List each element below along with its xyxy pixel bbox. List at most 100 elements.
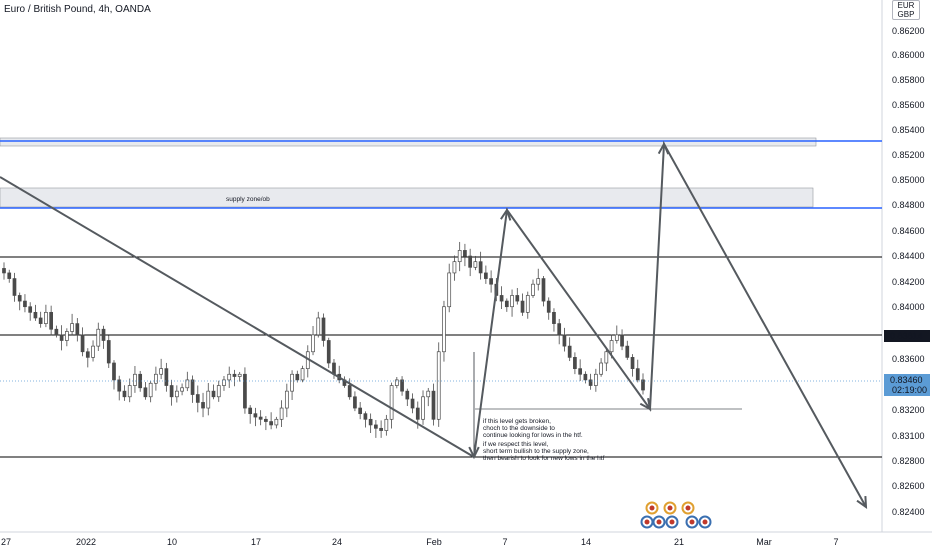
candle-body bbox=[243, 373, 247, 409]
candle-body bbox=[599, 362, 603, 375]
candle-body bbox=[594, 373, 598, 386]
economic-event-icon[interactable] bbox=[681, 501, 695, 515]
price-countdown-label: 02:19:00 bbox=[892, 385, 927, 395]
candle-body bbox=[311, 334, 315, 353]
candle-body bbox=[75, 323, 80, 336]
candle-body bbox=[421, 396, 425, 420]
candle-body bbox=[588, 379, 593, 386]
candle-body bbox=[620, 334, 624, 347]
y-tick-label: 0.83200 bbox=[892, 405, 925, 415]
candle-body bbox=[23, 300, 27, 308]
candle-body bbox=[546, 300, 551, 313]
y-tick-label: 0.84800 bbox=[892, 200, 925, 210]
y-tick-label: 0.84400 bbox=[892, 251, 925, 261]
candle-body bbox=[326, 340, 331, 364]
candle-body bbox=[457, 250, 462, 263]
marked-price-label: 0.83814 bbox=[890, 331, 923, 341]
candle-body bbox=[368, 418, 373, 426]
candle-body bbox=[70, 323, 74, 332]
arrowhead bbox=[657, 141, 670, 155]
annotation-note-line: choch to the downside to bbox=[483, 425, 555, 432]
candle-body bbox=[504, 300, 509, 308]
candle-body bbox=[447, 272, 452, 308]
x-tick-label: 10 bbox=[167, 537, 177, 547]
economic-event-icon[interactable] bbox=[665, 515, 679, 529]
economic-event-icon[interactable] bbox=[663, 501, 677, 515]
candle-body bbox=[164, 368, 169, 386]
candle-body bbox=[101, 328, 106, 341]
candle-body bbox=[59, 334, 64, 341]
candle-body bbox=[143, 387, 148, 398]
candle-body bbox=[269, 421, 273, 426]
y-tick-label: 0.84600 bbox=[892, 226, 925, 236]
x-tick-label: 2022 bbox=[76, 537, 96, 547]
currency-unit-label[interactable]: EUR GBP bbox=[886, 0, 926, 20]
candle-body bbox=[295, 373, 300, 381]
candle-body bbox=[452, 261, 457, 274]
economic-event-icon[interactable] bbox=[698, 515, 712, 529]
candle-body bbox=[253, 413, 258, 418]
candle-body bbox=[127, 385, 132, 398]
candle-body bbox=[625, 345, 630, 358]
arrowhead bbox=[639, 397, 652, 411]
candle-body bbox=[258, 416, 263, 420]
candle-body bbox=[195, 394, 200, 403]
x-tick-label: 24 bbox=[332, 537, 342, 547]
candle-body bbox=[106, 340, 111, 364]
candle-body bbox=[169, 385, 174, 398]
supply-zone-box bbox=[0, 137, 817, 147]
supply-zone-label: supply zone/ob bbox=[226, 196, 270, 203]
candle-body bbox=[190, 379, 195, 395]
y-tick-label: 0.85400 bbox=[892, 125, 925, 135]
candle-body bbox=[410, 398, 415, 409]
annotation-note-line: if we respect this level, bbox=[483, 441, 549, 448]
candle-body bbox=[374, 424, 378, 429]
event-icon-dot bbox=[656, 519, 662, 525]
candle-body bbox=[567, 345, 572, 358]
candle-body bbox=[489, 278, 493, 285]
candle-body bbox=[91, 345, 95, 358]
economic-event-icon[interactable] bbox=[640, 515, 654, 529]
candle-body bbox=[389, 385, 394, 420]
candle-body bbox=[122, 390, 127, 398]
candle-body bbox=[248, 407, 253, 415]
candle-body bbox=[185, 379, 190, 389]
arrowhead bbox=[500, 207, 512, 221]
candle-body bbox=[206, 390, 211, 409]
economic-event-icon[interactable] bbox=[652, 515, 666, 529]
candle-body bbox=[148, 382, 153, 398]
candle-body bbox=[222, 379, 226, 386]
y-tick-label: 0.82800 bbox=[892, 456, 925, 466]
y-tick-label: 0.85600 bbox=[892, 100, 925, 110]
candle-body bbox=[154, 373, 158, 384]
y-tick-label: 0.83600 bbox=[892, 354, 925, 364]
candle-body bbox=[211, 390, 216, 398]
downtrend-line bbox=[0, 176, 475, 458]
x-tick-label: 7 bbox=[833, 537, 838, 547]
y-tick-label: 0.85800 bbox=[892, 75, 925, 85]
arrowhead bbox=[856, 495, 868, 510]
candle-body bbox=[468, 255, 473, 268]
economic-event-icon[interactable] bbox=[645, 501, 659, 515]
candle-body bbox=[159, 368, 163, 375]
candle-body bbox=[557, 323, 562, 336]
candle-body bbox=[531, 283, 535, 296]
candle-body bbox=[510, 295, 514, 308]
candle-body bbox=[515, 295, 520, 302]
candle-body bbox=[499, 295, 504, 302]
candle-body bbox=[180, 387, 184, 392]
annotation-note-line: if this level gets broken, bbox=[483, 418, 551, 425]
economic-event-icon[interactable] bbox=[685, 515, 699, 529]
candle-body bbox=[604, 351, 609, 364]
annotation-note-line: short term bullish to the supply zone, bbox=[483, 448, 589, 455]
candle-body bbox=[49, 311, 53, 330]
candle-body bbox=[28, 306, 33, 313]
x-tick-label: Mar bbox=[756, 537, 772, 547]
candle-body bbox=[44, 311, 48, 324]
candle-body bbox=[353, 396, 357, 409]
candle-body bbox=[316, 317, 321, 336]
candle-body bbox=[237, 373, 242, 377]
candle-body bbox=[484, 272, 488, 279]
candle-body bbox=[541, 278, 546, 302]
